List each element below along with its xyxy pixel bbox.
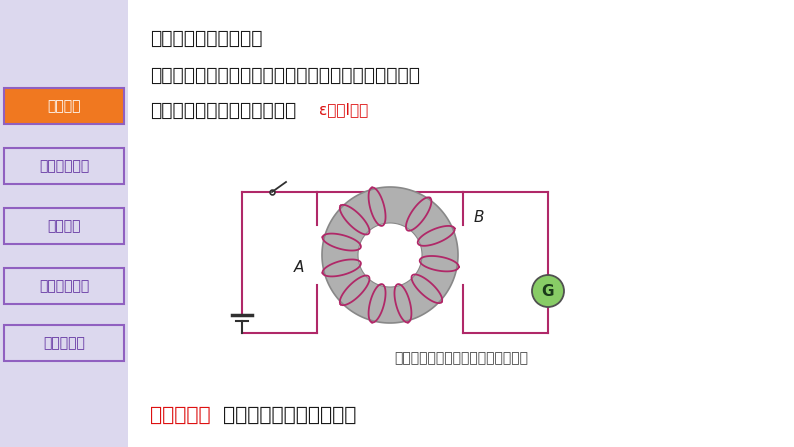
FancyBboxPatch shape [4,325,124,361]
Text: 互感（互相有感觉）：: 互感（互相有感觉）： [150,29,263,47]
Text: 日光灯原理: 日光灯原理 [43,336,85,350]
Text: 两个不相连的电路，当其中一个线圈中的电流发生变化: 两个不相连的电路，当其中一个线圈中的电流发生变化 [150,66,420,84]
Text: 互感现象应用: 互感现象应用 [39,159,89,173]
Text: A: A [294,260,304,274]
Polygon shape [358,223,422,287]
FancyBboxPatch shape [4,88,124,124]
Text: ：互感中产生的电动势。: ：互感中产生的电动势。 [222,405,356,425]
FancyBboxPatch shape [4,208,124,244]
Text: 互感现象: 互感现象 [48,99,81,113]
FancyBboxPatch shape [4,148,124,184]
FancyBboxPatch shape [128,0,794,447]
Text: 自感现象: 自感现象 [48,219,81,233]
Text: 时，在临近的另一线圈中产生: 时，在临近的另一线圈中产生 [150,101,296,119]
FancyBboxPatch shape [4,268,124,304]
Polygon shape [322,187,458,323]
Text: 图２－４－１　互感现象实验原理图: 图２－４－１ 互感现象实验原理图 [394,351,528,365]
Text: 互感电动势: 互感电动势 [150,405,210,425]
Text: B: B [474,210,484,224]
Text: 自感现象应用: 自感现象应用 [39,279,89,293]
Text: ε感和I感。: ε感和I感。 [319,102,368,118]
Circle shape [532,275,564,307]
Text: G: G [542,283,554,299]
FancyBboxPatch shape [0,0,128,447]
